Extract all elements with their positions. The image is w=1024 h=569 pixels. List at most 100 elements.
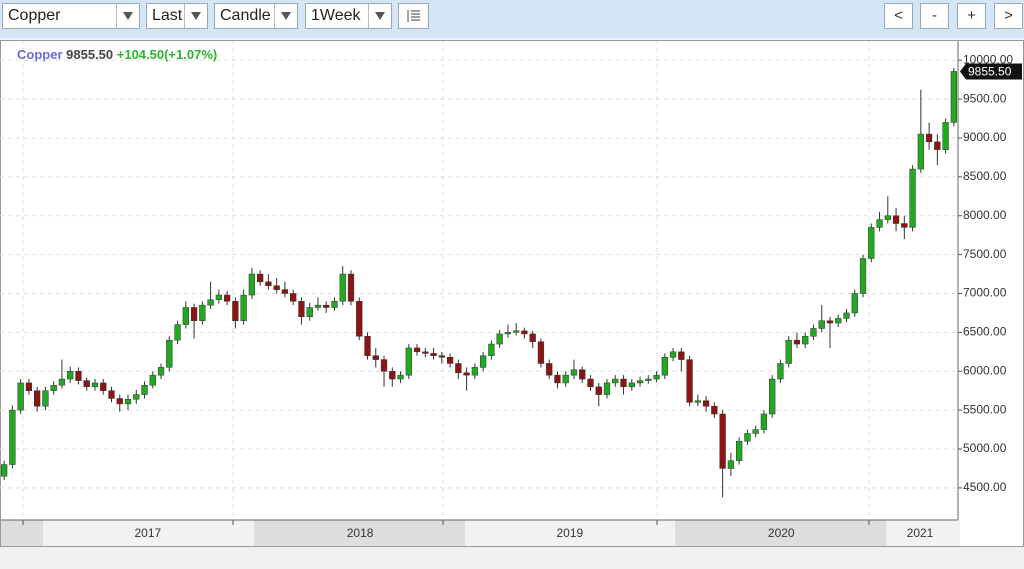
candle-body xyxy=(835,318,842,324)
chart: Copper 9855.50 +104.50(+1.07%) 2017 2018 2… xyxy=(0,40,1024,547)
price-tag: 9855.50 xyxy=(968,65,1012,79)
dropdown-arrow xyxy=(116,4,133,28)
style-select[interactable]: Candle xyxy=(214,3,298,29)
y-tick-label: 5000.00 xyxy=(963,441,1007,455)
candle-body xyxy=(719,413,726,469)
candle-body xyxy=(628,382,635,388)
settings-button[interactable] xyxy=(398,3,429,29)
candle-body xyxy=(702,400,710,407)
candle-body xyxy=(438,355,445,358)
x-axis-band xyxy=(254,520,466,547)
candle-body xyxy=(736,440,743,461)
nav-button[interactable]: > xyxy=(994,3,1023,29)
candle-body xyxy=(537,341,545,364)
y-tick-label: 7500.00 xyxy=(963,247,1007,261)
x-axis-band xyxy=(675,520,887,547)
candle-body xyxy=(876,219,883,228)
candle-body xyxy=(100,382,107,391)
x-tick-label: 2020 xyxy=(768,526,795,540)
y-tick-label: 6000.00 xyxy=(963,363,1007,377)
candle-body xyxy=(273,285,280,290)
legend-symbol: Copper xyxy=(17,47,63,62)
nav-button[interactable]: + xyxy=(957,3,986,29)
candle-body xyxy=(760,413,768,430)
candle-body xyxy=(892,215,900,224)
candle-body xyxy=(694,400,701,403)
candle-body xyxy=(521,330,528,335)
candle-body xyxy=(215,294,222,300)
candle-body xyxy=(950,71,958,123)
candle-body xyxy=(744,433,751,442)
candle-body xyxy=(223,294,231,302)
candle-body xyxy=(257,273,264,283)
candle-body xyxy=(166,339,173,368)
y-tick-label: 8500.00 xyxy=(963,169,1007,183)
candle-body xyxy=(67,371,74,380)
candle-body xyxy=(405,347,412,376)
candle-body xyxy=(595,386,602,395)
candle-body xyxy=(265,281,272,286)
symbol-select[interactable]: Copper xyxy=(2,3,140,29)
candle-body xyxy=(199,304,206,321)
y-tick-label: 6500.00 xyxy=(963,325,1007,339)
candle-body xyxy=(422,351,429,354)
candle-body xyxy=(851,293,858,314)
candle-body xyxy=(91,382,99,388)
candle-body xyxy=(17,382,24,411)
candle-body xyxy=(455,363,462,374)
candle-body xyxy=(843,312,850,319)
period-select[interactable]: 1Week xyxy=(305,3,392,29)
x-tick-label: 2018 xyxy=(347,526,374,540)
candle-body xyxy=(34,390,41,407)
y-tick-label: 9000.00 xyxy=(963,130,1007,144)
candle-body xyxy=(612,378,619,384)
legend-change: +104.50(+1.07%) xyxy=(117,47,217,62)
candle-body xyxy=(620,378,627,388)
candle-body xyxy=(240,294,247,321)
candle-body xyxy=(42,390,49,407)
candle-body xyxy=(463,372,470,376)
price-pointer xyxy=(960,63,1022,80)
candle-body xyxy=(380,359,388,372)
candle-body xyxy=(587,378,594,388)
dropdown-arrow xyxy=(184,4,201,28)
candle-body xyxy=(785,339,792,364)
candle-body xyxy=(314,304,322,308)
candle-body xyxy=(108,390,115,399)
candle-body xyxy=(554,374,561,384)
candle-body xyxy=(488,343,495,356)
candle-body xyxy=(331,301,338,308)
candle-body xyxy=(75,371,82,381)
field-select[interactable]: Last xyxy=(146,3,208,29)
candle-body xyxy=(58,378,66,386)
nav-button[interactable]: < xyxy=(884,3,913,29)
candle-body xyxy=(347,273,355,302)
candle-body xyxy=(546,363,553,376)
candle-body xyxy=(925,133,933,143)
y-tick-label: 10000.00 xyxy=(963,52,1013,66)
candle-body xyxy=(25,382,33,391)
candle-body xyxy=(934,141,941,150)
candle-body xyxy=(9,409,16,465)
candle-body xyxy=(769,378,776,415)
candle-body xyxy=(248,273,256,296)
candle-body xyxy=(50,385,57,391)
list-icon xyxy=(406,10,420,22)
dropdown-arrow xyxy=(274,4,291,28)
candle-body xyxy=(339,273,346,302)
candle-body xyxy=(636,380,644,384)
candle-body xyxy=(281,289,289,294)
candle-body xyxy=(653,374,660,380)
candle-body xyxy=(207,299,214,306)
candle-body xyxy=(901,223,908,228)
candle-body xyxy=(323,304,330,308)
nav-button[interactable]: - xyxy=(920,3,949,29)
dropdown-arrow xyxy=(368,4,385,28)
candle-body xyxy=(917,133,924,170)
x-tick-label: 2021 xyxy=(907,526,934,540)
candle-body xyxy=(133,394,140,400)
candle-body xyxy=(868,227,875,259)
candle-body xyxy=(504,332,512,335)
candle-body xyxy=(389,371,396,380)
